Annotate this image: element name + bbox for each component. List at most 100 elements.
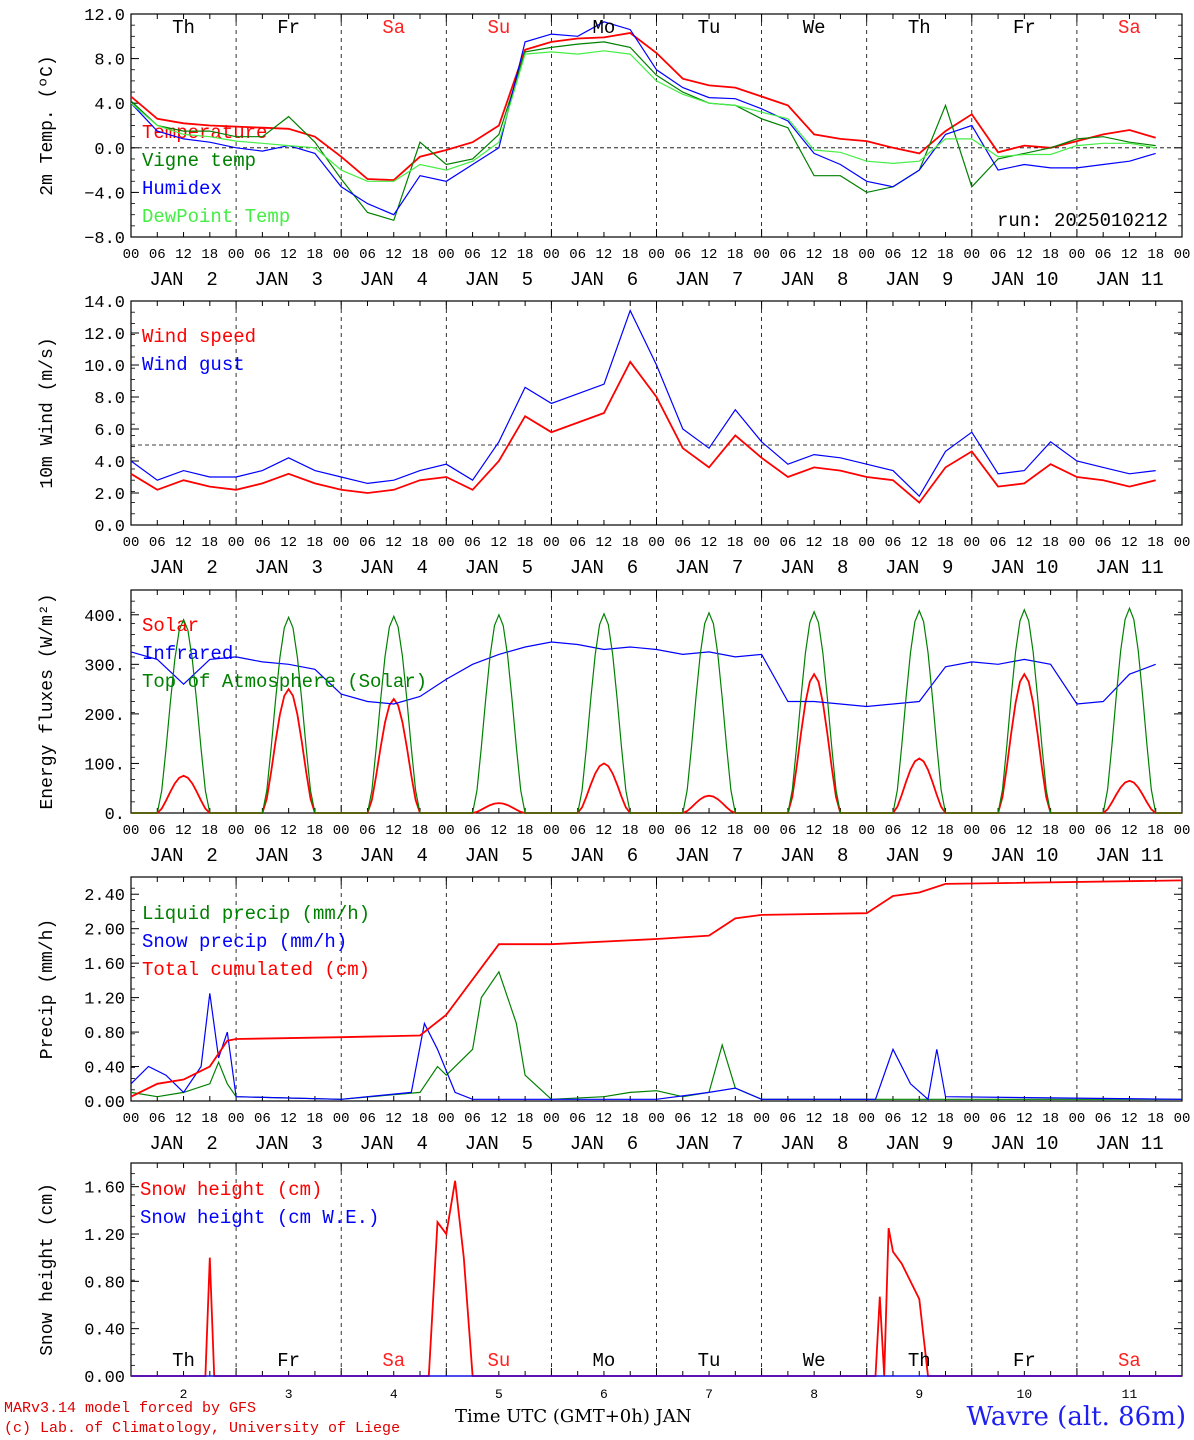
time-tick-label: 18 — [517, 535, 534, 551]
time-tick-label: 12 — [175, 1111, 192, 1127]
time-tick-label: 00 — [543, 823, 560, 839]
date-label: JAN 4 — [360, 1133, 428, 1155]
time-tick-label: 18 — [307, 535, 324, 551]
time-tick-label: 18 — [937, 247, 954, 263]
time-tick-label: 00 — [753, 247, 770, 263]
time-tick-label: 18 — [937, 823, 954, 839]
day-name: Tu — [698, 1350, 721, 1372]
y-tick-label: 14.0 — [84, 294, 125, 313]
time-tick-label: 06 — [149, 247, 166, 263]
lab-credit: (c) Lab. of Climatology, University of L… — [4, 1420, 401, 1437]
time-tick-label: 06 — [359, 823, 376, 839]
y-tick-label: 4.0 — [94, 96, 125, 115]
series-line — [130, 21, 1156, 216]
time-tick-label: 18 — [727, 823, 744, 839]
time-tick-label: 06 — [674, 823, 691, 839]
time-tick-label: 06 — [359, 247, 376, 263]
time-tick-label: 06 — [254, 1111, 271, 1127]
time-tick-label: 12 — [1016, 1111, 1033, 1127]
time-tick-label: 12 — [701, 535, 718, 551]
time-tick-label: 12 — [175, 823, 192, 839]
y-tick-label: 0.00 — [84, 1094, 125, 1113]
y-axis-label: 10m Wind (m/s) — [38, 337, 58, 488]
time-tick-label: 00 — [123, 823, 140, 839]
time-tick-label: 18 — [517, 1111, 534, 1127]
y-tick-label: 6.0 — [94, 422, 125, 441]
time-tick-label: 18 — [412, 247, 429, 263]
time-tick-label: 00 — [753, 535, 770, 551]
time-tick-label: 06 — [674, 1111, 691, 1127]
time-tick-label: 12 — [701, 1111, 718, 1127]
time-tick-label: 18 — [517, 823, 534, 839]
time-tick-label: 18 — [1042, 1111, 1059, 1127]
time-tick-label: 00 — [1174, 535, 1191, 551]
time-tick-label: 00 — [543, 247, 560, 263]
y-tick-label: 4.0 — [94, 454, 125, 473]
day-number: 4 — [390, 1387, 398, 1402]
date-label: JAN 6 — [570, 269, 638, 291]
time-tick-label: 12 — [911, 823, 928, 839]
y-tick-label: −8.0 — [84, 230, 125, 249]
date-label: JAN 3 — [254, 1133, 322, 1155]
time-tick-label: 00 — [1174, 247, 1191, 263]
time-tick-label: 00 — [543, 535, 560, 551]
day-name: Th — [172, 1350, 195, 1372]
y-tick-label: 0.00 — [84, 1369, 125, 1388]
time-tick-label: 18 — [201, 1111, 218, 1127]
time-tick-label: 12 — [806, 823, 823, 839]
time-tick-label: 12 — [1121, 535, 1138, 551]
time-tick-label: 18 — [412, 535, 429, 551]
time-tick-label: 12 — [280, 535, 297, 551]
time-tick-label: 18 — [412, 1111, 429, 1127]
time-tick-label: 00 — [438, 823, 455, 839]
y-tick-label: 2.0 — [94, 486, 125, 505]
time-tick-label: 06 — [885, 535, 902, 551]
legend-entry: Solar — [142, 615, 199, 637]
time-tick-label: 18 — [201, 247, 218, 263]
date-label: JAN 9 — [885, 269, 953, 291]
date-label: JAN 7 — [675, 1133, 743, 1155]
time-tick-label: 18 — [1147, 535, 1164, 551]
series-line — [131, 606, 1182, 814]
time-tick-label: 00 — [333, 823, 350, 839]
date-label: JAN 8 — [780, 557, 848, 579]
legend-entry: Wind speed — [142, 326, 256, 348]
time-tick-label: 00 — [963, 1111, 980, 1127]
time-tick-label: 00 — [228, 247, 245, 263]
y-tick-label: 8.0 — [94, 390, 125, 409]
day-name: Sa — [1118, 17, 1141, 39]
series-line — [130, 32, 1156, 182]
time-tick-label: 06 — [674, 247, 691, 263]
time-tick-label: 12 — [596, 823, 613, 839]
time-tick-label: 06 — [885, 1111, 902, 1127]
y-tick-label: 0.80 — [84, 1025, 125, 1044]
time-tick-label: 18 — [832, 247, 849, 263]
date-label: JAN 9 — [885, 1133, 953, 1155]
time-tick-label: 18 — [1042, 823, 1059, 839]
time-tick-label: 06 — [990, 535, 1007, 551]
time-tick-label: 12 — [806, 1111, 823, 1127]
y-tick-label: 200. — [84, 707, 125, 726]
time-tick-label: 06 — [464, 535, 481, 551]
date-label: JAN 10 — [990, 845, 1058, 867]
time-tick-label: 00 — [858, 823, 875, 839]
time-tick-label: 00 — [1068, 535, 1085, 551]
time-tick-label: 18 — [1147, 823, 1164, 839]
time-tick-label: 06 — [779, 247, 796, 263]
day-name: Th — [908, 17, 931, 39]
time-tick-label: 18 — [1042, 247, 1059, 263]
time-tick-label: 18 — [201, 823, 218, 839]
y-tick-label: 2.00 — [84, 922, 125, 941]
time-tick-label: 06 — [464, 823, 481, 839]
day-name: We — [803, 17, 826, 39]
time-tick-label: 00 — [228, 1111, 245, 1127]
day-name: Sa — [382, 1350, 405, 1372]
y-tick-label: 0.40 — [84, 1060, 125, 1079]
time-tick-label: 00 — [1068, 1111, 1085, 1127]
y-tick-label: 10.0 — [84, 358, 125, 377]
time-tick-label: 18 — [622, 247, 639, 263]
y-tick-label: 1.20 — [84, 991, 125, 1010]
date-label: JAN 9 — [885, 845, 953, 867]
time-tick-label: 12 — [1016, 823, 1033, 839]
day-number: 5 — [495, 1387, 503, 1402]
